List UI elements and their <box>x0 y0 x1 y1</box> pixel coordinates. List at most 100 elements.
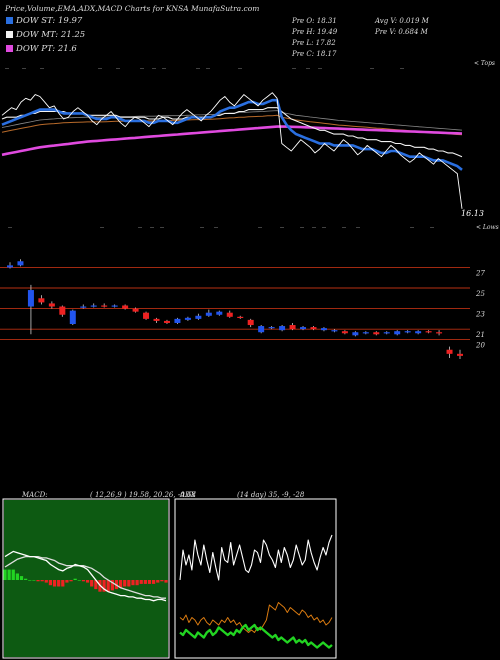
bottom-tick: -- <box>258 224 262 231</box>
macd-histogram-bar <box>118 580 123 588</box>
candle-body <box>258 326 265 333</box>
bottom-tick: -- <box>160 224 164 231</box>
macd-histogram-bar <box>135 580 139 586</box>
macd-histogram-bar <box>73 578 77 580</box>
y-tick-label: 23 <box>475 311 485 319</box>
macd-histogram-bar <box>52 580 57 587</box>
candle-body <box>404 331 411 333</box>
candle-body <box>80 306 87 308</box>
legend-label-pt: DOW PT: 21.6 <box>16 44 77 54</box>
adx-title: ADX <box>180 491 196 499</box>
y-tick-label: 21 <box>475 331 485 339</box>
macd-panel-bg <box>4 500 168 657</box>
candle-body <box>362 332 369 334</box>
candle-body <box>320 328 327 331</box>
candle-body <box>101 305 108 307</box>
macd-histogram-bar <box>147 580 152 584</box>
y-tick-label: 25 <box>475 290 485 298</box>
candle-body <box>195 315 202 319</box>
candle-body <box>289 325 296 330</box>
top-tick: -- <box>116 65 120 72</box>
bottom-tick: -- <box>430 224 434 231</box>
macd-histogram-bar <box>3 569 7 580</box>
candle-grid: 27 25 23 21 20 <box>0 266 485 349</box>
ema-short-line <box>1 98 463 171</box>
candle-body <box>59 306 66 315</box>
candle-body <box>457 353 463 356</box>
macd-histogram-bar <box>11 569 15 580</box>
quote-prev-close: Pre C: 18.17 <box>292 50 337 58</box>
macd-histogram-bar <box>36 580 40 582</box>
macd-histogram-bar <box>48 580 53 586</box>
legend-label-mt: DOW MT: 21.25 <box>16 30 86 40</box>
bottom-tick: -- <box>300 224 304 231</box>
candle-body <box>17 261 24 266</box>
macd-histogram-bar <box>156 580 160 583</box>
macd-histogram-bar <box>81 580 86 582</box>
candle-body <box>38 298 45 303</box>
candle-body <box>184 317 191 320</box>
candle-body <box>310 327 317 330</box>
price-ema-lines <box>1 92 463 209</box>
macd-line <box>4 550 167 602</box>
bottom-tick: -- <box>200 224 204 231</box>
macd-histogram-bar <box>123 580 127 587</box>
candle-body <box>268 327 275 329</box>
top-date-ticks: -- -- -- -- -- -- -- -- -- -- -- -- -- -… <box>5 65 404 72</box>
legend-dow-st: DOW ST: 19.97 <box>6 16 82 26</box>
top-tick: -- <box>318 65 322 72</box>
macd-histogram-bar <box>61 580 65 587</box>
bottom-tick: -- <box>342 224 346 231</box>
bottom-tick: -- <box>214 224 218 231</box>
macd-histogram-bar <box>152 580 156 584</box>
candle-body <box>415 331 422 334</box>
quote-prev-volume: Pre V: 0.684 M <box>375 28 428 36</box>
macd-histogram-bar <box>102 580 106 592</box>
bottom-tick: -- <box>312 224 316 231</box>
candle-body <box>394 331 401 335</box>
candle-body <box>226 312 233 317</box>
candle-body <box>383 332 390 334</box>
candle-body <box>247 319 254 326</box>
legend-swatch-mt <box>6 31 13 38</box>
macd-histogram-bar <box>15 573 19 580</box>
top-tick: -- <box>152 65 156 72</box>
lows-label: < Lows <box>476 224 499 231</box>
macd-title: MACD: <box>22 491 48 499</box>
macd-histogram-bar <box>139 580 143 584</box>
top-tick: -- <box>162 65 166 72</box>
bottom-date-ticks: -- -- -- -- -- -- -- -- -- -- -- -- -- -… <box>8 224 434 231</box>
macd-histogram-bar <box>57 580 61 587</box>
candle-body <box>174 318 181 323</box>
bottom-tick: -- <box>410 224 414 231</box>
bottom-tick: -- <box>8 224 12 231</box>
candle-body <box>352 332 359 336</box>
candle-body <box>331 330 338 332</box>
candle-body <box>90 305 97 307</box>
bottom-tick: -- <box>100 224 104 231</box>
y-tick-label: 20 <box>475 341 485 349</box>
candle-body <box>27 290 34 307</box>
candle-body <box>111 305 118 307</box>
bottom-tick: -- <box>138 224 142 231</box>
quote-prev-high: Pre H: 19.49 <box>292 28 338 36</box>
quote-avg-volume: Avg V: 0.019 M <box>375 17 429 25</box>
top-tick: -- <box>292 65 296 72</box>
macd-histogram-bar <box>131 580 135 586</box>
candle-body <box>373 332 380 335</box>
top-tick: -- <box>206 65 210 72</box>
top-tick: -- <box>238 65 242 72</box>
candle-body <box>7 265 13 268</box>
adx-line <box>179 534 333 581</box>
macd-histogram-bar <box>127 580 131 587</box>
candle-body <box>237 316 244 318</box>
candle-body <box>122 305 129 309</box>
tops-label: < Tops <box>474 60 496 67</box>
candle-body <box>300 327 307 330</box>
macd-histogram-bar <box>85 580 90 583</box>
chart-title: Price,Volume,EMA,ADX,MACD Charts for KNS… <box>5 4 260 13</box>
quote-prev-low: Pre L: 17.82 <box>292 39 336 47</box>
macd-histogram-bar <box>65 580 69 583</box>
top-tick: -- <box>40 65 44 72</box>
